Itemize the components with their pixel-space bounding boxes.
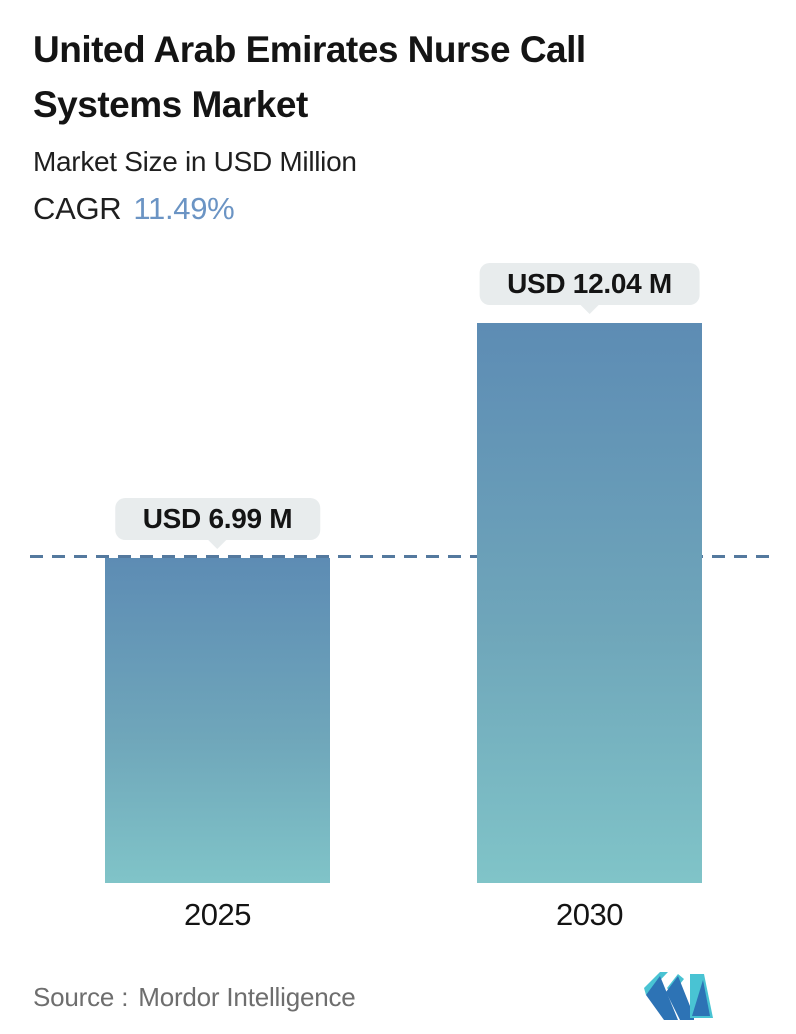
cagr-label: CAGR bbox=[33, 191, 122, 226]
cagr-row: CAGR 11.49% bbox=[33, 191, 763, 227]
value-label-2025: USD 6.99 M bbox=[114, 498, 321, 540]
axis-label-2025: 2025 bbox=[184, 897, 251, 932]
axis-label-2030: 2030 bbox=[556, 897, 623, 932]
value-pill: USD 6.99 M bbox=[114, 498, 321, 540]
value-label-2030: USD 12.04 M bbox=[479, 263, 700, 305]
chart-header: United Arab Emirates Nurse Call Systems … bbox=[33, 22, 763, 227]
source-line: Source : Mordor Intelligence bbox=[33, 982, 356, 1013]
bar-2030 bbox=[477, 323, 702, 883]
bar-2025 bbox=[105, 558, 330, 883]
bar-column-2030: USD 12.04 M 2030 bbox=[477, 263, 702, 932]
chart-subtitle: Market Size in USD Million bbox=[33, 146, 357, 177]
reference-dashed-line bbox=[30, 555, 778, 558]
title-line-2: Systems Market bbox=[33, 84, 308, 125]
value-pill: USD 12.04 M bbox=[479, 263, 700, 305]
chart-footer: Source : Mordor Intelligence bbox=[0, 954, 796, 1034]
source-value: Mordor Intelligence bbox=[138, 982, 356, 1012]
bar-column-2025: USD 6.99 M 2025 bbox=[105, 498, 330, 932]
cagr-value: 11.49% bbox=[133, 191, 235, 226]
source-label: Source : bbox=[33, 982, 129, 1012]
page-title: United Arab Emirates Nurse Call Systems … bbox=[33, 22, 763, 132]
title-line-1: United Arab Emirates Nurse Call bbox=[33, 29, 586, 70]
mordor-intelligence-logo bbox=[644, 972, 713, 1020]
